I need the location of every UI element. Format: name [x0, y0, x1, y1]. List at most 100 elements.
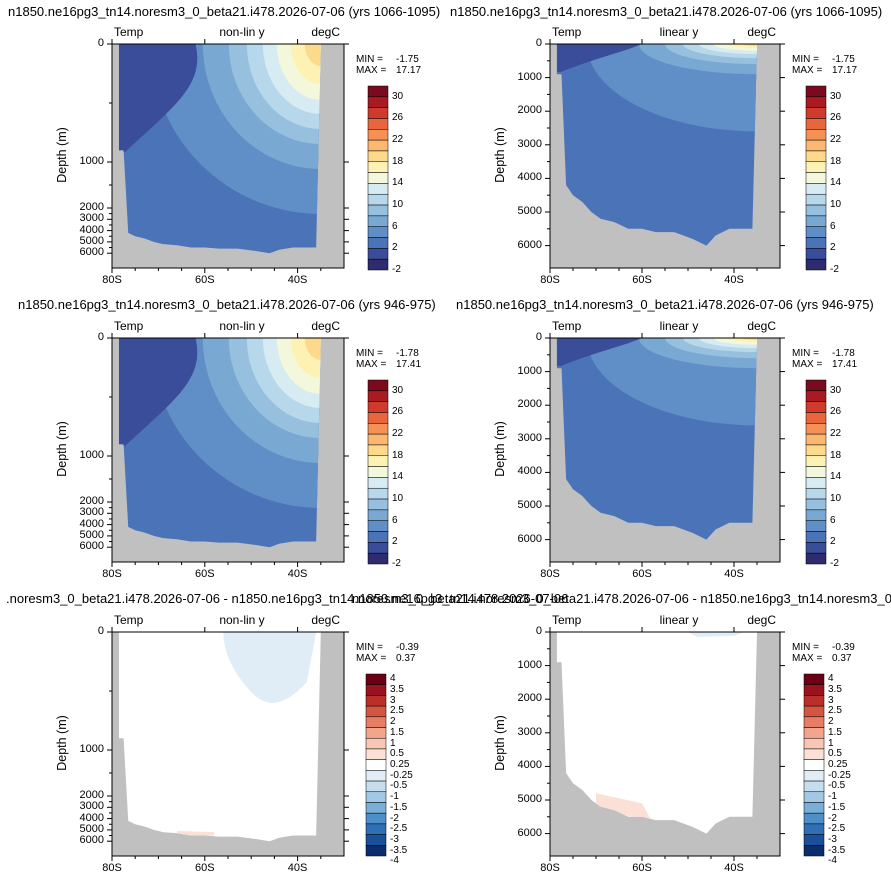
colorbar-swatch	[805, 226, 827, 238]
colorbar-swatch	[805, 444, 827, 457]
y-tick-label: 2000	[517, 692, 542, 705]
y-axis-label: Depth (m)	[492, 127, 507, 183]
colorbar-swatch	[805, 118, 827, 130]
colorbar-swatch	[803, 780, 825, 793]
colorbar-label: 3	[828, 694, 834, 706]
colorbar-swatch	[365, 780, 387, 793]
max-label: MAX =	[792, 359, 823, 370]
y-tick-label: 4000	[517, 465, 542, 478]
isotherm-bands	[556, 338, 757, 426]
colorbar-label: -2	[830, 264, 839, 275]
x-tick-label: 40S	[287, 862, 308, 874]
colorbar-swatch	[365, 770, 387, 782]
colorbar-label: 4	[390, 673, 396, 685]
variable-label: Temp	[114, 613, 144, 627]
colorbar-label: 6	[392, 514, 398, 526]
isotherm-band	[727, 44, 757, 49]
colorbar-label: 18	[830, 155, 842, 167]
colorbar-label: 6	[830, 514, 836, 526]
colorbar-label: 2	[392, 536, 398, 548]
colorbar-label: 1.5	[828, 726, 842, 738]
plot-panel	[545, 333, 827, 567]
colorbar-swatch	[805, 150, 827, 163]
y-tick-label: 0	[535, 625, 542, 637]
plot-panel	[107, 39, 389, 273]
colorbar-label: 18	[392, 155, 404, 167]
colorbar-swatch	[803, 737, 825, 750]
colorbar-swatch	[367, 237, 389, 249]
colorbar-label: 2	[390, 716, 396, 728]
colorbar-label: 3.5	[390, 684, 404, 696]
y-tick-label: 1000	[79, 155, 104, 167]
variable-label: Temp	[552, 25, 582, 39]
y-tick-label: 6000	[517, 826, 542, 839]
isotherm-band	[713, 338, 757, 345]
colorbar-swatch	[805, 248, 827, 260]
colorbar-swatch	[365, 673, 387, 685]
y-tick-label: 0	[535, 37, 542, 49]
units-label: degC	[311, 319, 340, 333]
x-tick-label: 80S	[102, 568, 122, 580]
units-label: degC	[747, 25, 776, 39]
colorbar-swatch	[803, 812, 825, 825]
y-tick-label: 3000	[79, 800, 104, 813]
scale-label: non-lin y	[219, 25, 265, 39]
min-label: MIN =	[792, 642, 819, 653]
colorbar-label: -2.5	[828, 823, 846, 835]
colorbar-swatch	[367, 129, 389, 141]
colorbar-swatch	[367, 509, 389, 521]
y-tick-label: 2000	[79, 201, 104, 213]
colorbar-swatch	[803, 834, 825, 846]
min-value: -0.39	[396, 642, 419, 653]
max-value: 0.37	[396, 653, 416, 664]
colorbar-swatch	[365, 834, 387, 846]
colorbar-swatch	[805, 466, 827, 478]
colorbar-label: 30	[830, 90, 842, 102]
water-mass	[556, 632, 757, 834]
colorbar-swatch	[803, 705, 825, 718]
colorbar-label: 10	[830, 493, 842, 505]
colorbar-swatch	[805, 509, 827, 521]
y-axis-label: Depth (m)	[54, 715, 69, 771]
colorbar-label: 0.5	[390, 748, 404, 760]
warm-anomaly	[176, 831, 215, 836]
colorbar-swatch	[365, 748, 387, 760]
colorbar-swatch	[365, 684, 387, 696]
panel-title: n1850.ne16pg3_tn14.noresm3_0_beta21.i478…	[450, 4, 883, 19]
y-tick-label: 4000	[79, 223, 104, 236]
plot-panel	[545, 39, 827, 273]
x-tick-label: 60S	[632, 862, 652, 874]
colorbar-label: 26	[830, 406, 842, 418]
colorbar-swatch	[805, 85, 827, 98]
max-value: 17.17	[396, 65, 422, 76]
colorbar-swatch	[803, 823, 825, 835]
x-tick-label: 80S	[540, 568, 560, 580]
colorbar-label: 14	[830, 177, 842, 189]
y-tick-label: 3000	[517, 725, 542, 738]
x-tick-label: 60S	[632, 274, 652, 286]
max-value: 0.37	[832, 653, 852, 664]
colorbar-swatch	[805, 172, 827, 184]
colorbar-swatch	[805, 477, 827, 489]
y-tick-label: 5000	[79, 528, 104, 541]
colorbar-swatch	[805, 215, 827, 227]
colorbar-swatch	[367, 520, 389, 532]
y-axis-label: Depth (m)	[54, 127, 69, 183]
isotherm-band	[727, 338, 757, 343]
colorbar-swatch	[803, 695, 825, 707]
isotherm-bands	[118, 44, 321, 214]
isotherm-band	[741, 338, 757, 341]
min-label: MIN =	[792, 54, 819, 65]
colorbar-swatch	[805, 161, 827, 173]
x-tick-label: 40S	[287, 568, 308, 580]
max-label: MAX =	[356, 65, 387, 76]
y-tick-label: 4000	[79, 517, 104, 530]
colorbar-swatch	[805, 498, 827, 511]
colorbar-swatch	[367, 455, 389, 467]
colorbar-swatch	[367, 412, 389, 424]
colorbar-label: 4	[828, 673, 834, 685]
min-label: MIN =	[356, 642, 383, 653]
y-axis-label: Depth (m)	[492, 715, 507, 771]
colorbar-label: -2	[392, 558, 401, 569]
colorbar-label: -0.5	[390, 780, 408, 792]
